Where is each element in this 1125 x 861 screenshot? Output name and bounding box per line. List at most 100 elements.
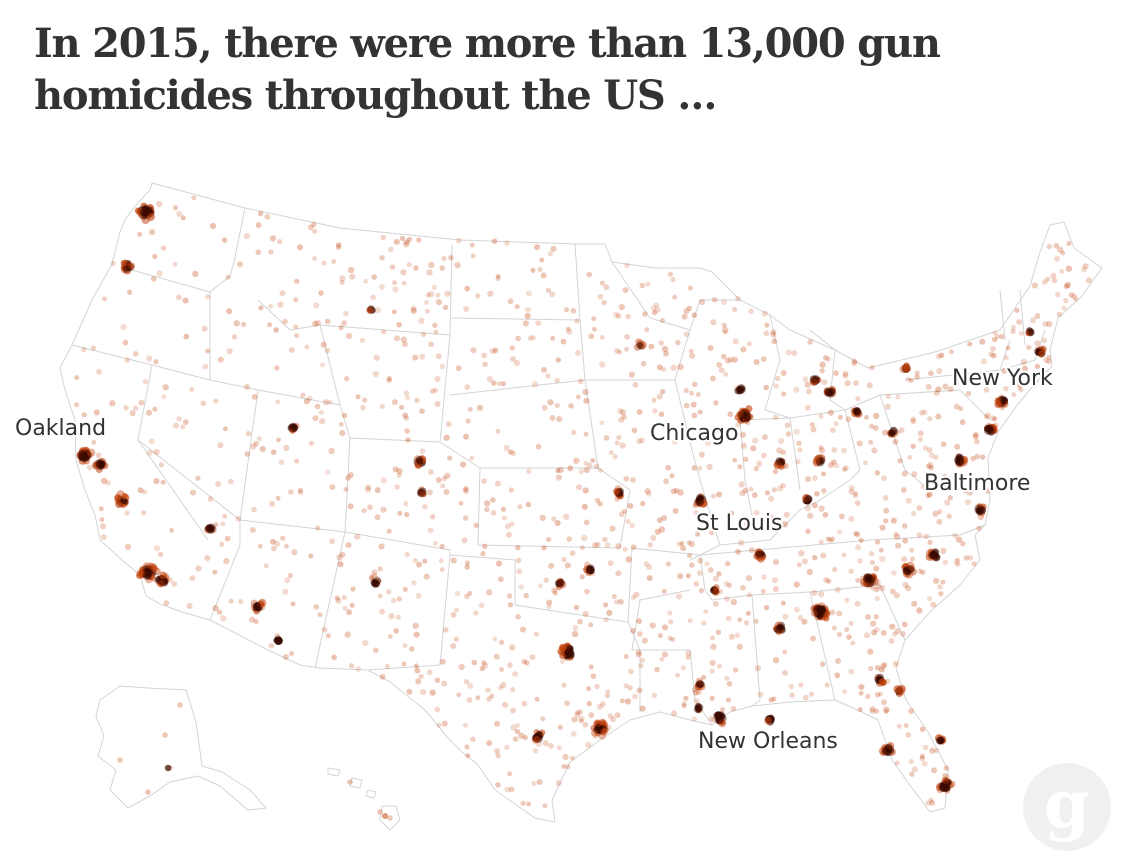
homicide-dot	[613, 311, 619, 318]
homicide-dot	[583, 397, 590, 404]
homicide-dot	[770, 331, 777, 338]
homicide-dot	[513, 359, 521, 367]
homicide-dot	[715, 716, 724, 725]
homicide-dot	[855, 396, 861, 402]
homicide-dot	[841, 467, 847, 472]
homicide-dot	[869, 706, 876, 713]
homicide-dot	[159, 571, 168, 580]
homicide-dot	[672, 294, 678, 300]
homicide-dot	[577, 378, 584, 385]
homicide-dot	[432, 322, 438, 328]
homicide-dot	[284, 577, 291, 584]
homicide-dot	[669, 473, 675, 479]
homicide-dot	[822, 355, 829, 361]
homicide-dot	[128, 263, 136, 270]
homicide-dot	[706, 463, 713, 471]
homicide-dot	[818, 539, 824, 545]
homicide-dot	[551, 516, 557, 522]
homicide-dot	[568, 403, 574, 409]
homicide-dot	[675, 593, 683, 600]
homicide-dot	[885, 394, 891, 400]
homicide-dot	[569, 755, 575, 761]
homicide-dot	[959, 419, 966, 426]
homicide-dot	[1065, 265, 1073, 272]
homicide-dot	[600, 701, 606, 707]
homicide-dot	[824, 389, 833, 398]
homicide-dot	[852, 493, 859, 499]
homicide-dot	[805, 476, 812, 483]
homicide-dot	[495, 275, 501, 282]
homicide-dot	[540, 272, 547, 279]
homicide-dot	[235, 516, 242, 522]
homicide-dot	[812, 554, 818, 561]
homicide-dot	[337, 561, 344, 568]
homicide-dot	[371, 569, 378, 576]
homicide-dot	[710, 493, 717, 499]
homicide-dot	[606, 609, 613, 617]
homicide-dot	[1064, 281, 1072, 288]
homicide-dot	[462, 433, 470, 440]
homicide-dot	[636, 341, 644, 349]
homicide-dot	[775, 456, 784, 465]
homicide-dot	[694, 497, 702, 505]
homicide-dot	[1060, 250, 1066, 256]
homicide-dot	[863, 632, 871, 639]
homicide-dot	[881, 699, 887, 706]
homicide-dot	[533, 732, 542, 741]
homicide-dot	[419, 353, 426, 360]
homicide-dot	[619, 442, 626, 449]
homicide-dot	[630, 544, 637, 551]
homicide-dot	[515, 722, 521, 728]
homicide-dot	[195, 475, 201, 481]
homicide-dot	[875, 583, 881, 590]
homicide-dot	[930, 767, 938, 774]
homicide-dot	[935, 413, 942, 420]
homicide-dot	[873, 565, 880, 572]
homicide-dot	[683, 308, 690, 315]
homicide-dot	[586, 564, 595, 573]
homicide-dot	[740, 346, 747, 353]
homicide-dot	[319, 418, 326, 425]
homicide-dot	[387, 246, 394, 253]
homicide-dot	[967, 341, 973, 347]
homicide-dot	[256, 436, 262, 442]
homicide-dot	[270, 538, 276, 545]
homicide-dot	[99, 517, 105, 523]
homicide-dot	[712, 601, 719, 607]
guardian-g-icon: g	[1023, 763, 1111, 851]
homicide-dot	[304, 344, 310, 350]
homicide-dot	[771, 577, 779, 584]
homicide-dot	[212, 605, 219, 612]
homicide-dot	[577, 618, 583, 625]
homicide-dot	[494, 480, 501, 487]
homicide-dot	[502, 701, 509, 708]
homicide-dot	[510, 450, 516, 456]
homicide-dot	[414, 397, 420, 403]
homicide-dot	[1063, 297, 1069, 304]
homicide-dot	[393, 238, 400, 245]
homicide-dot	[564, 562, 571, 569]
homicide-dot	[462, 722, 468, 728]
homicide-dot	[303, 398, 310, 405]
homicide-dot	[365, 484, 372, 491]
homicide-dot	[599, 361, 606, 368]
homicide-dot	[510, 687, 516, 693]
homicide-dot	[546, 599, 553, 606]
homicide-dot	[869, 708, 876, 715]
homicide-dot	[879, 524, 886, 531]
homicide-dot	[874, 595, 880, 602]
homicide-dot	[312, 228, 318, 234]
homicide-dot	[1032, 378, 1039, 386]
homicide-dot	[157, 578, 166, 586]
homicide-dot	[683, 387, 689, 394]
homicide-dot	[529, 654, 536, 661]
homicide-dot	[1010, 324, 1016, 331]
homicide-dot	[458, 500, 464, 506]
homicide-dot	[206, 525, 215, 534]
homicide-dot	[659, 656, 665, 662]
homicide-dot	[288, 347, 295, 353]
homicide-dot	[743, 456, 749, 463]
homicide-dot	[507, 602, 514, 608]
homicide-dot	[74, 402, 80, 408]
homicide-dot	[763, 604, 770, 611]
